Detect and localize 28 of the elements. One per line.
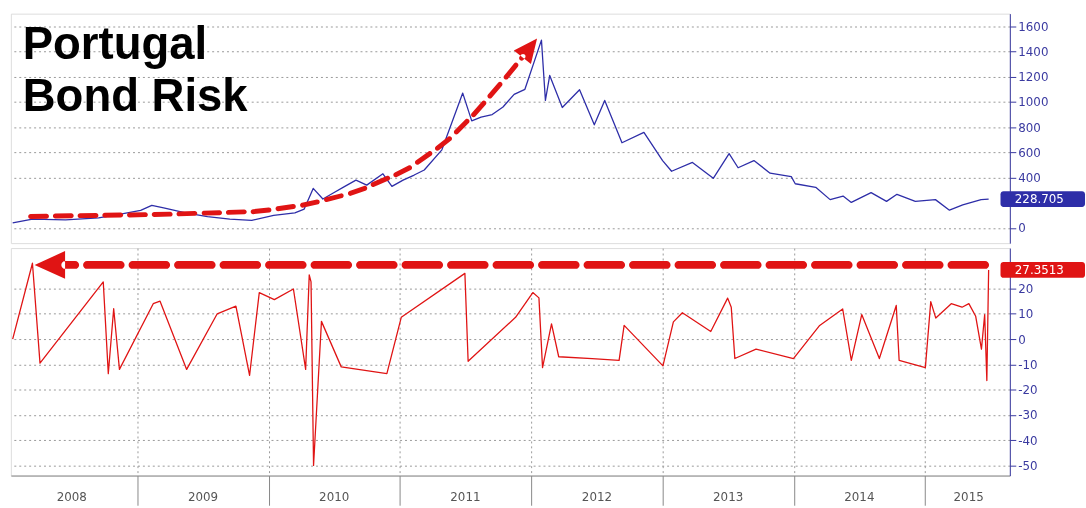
x-tick-label: 2015 [953,489,984,504]
line-series [12,262,990,467]
y-tick-label: 0 [1018,332,1026,347]
y-tick-label: -30 [1018,408,1038,423]
y-tick-label: 400 [1018,171,1041,186]
annotation: 228.705 [1014,192,1064,207]
x-tick-label: 2009 [187,489,219,504]
x-tick-label: 2014 [844,489,875,504]
x-tick-label: 2010 [319,489,350,504]
y-tick-label: 1600 [1018,19,1049,34]
y-tick-label: 600 [1018,145,1041,160]
y-tick-label: -40 [1018,433,1038,448]
y-tick-label: -10 [1018,357,1038,372]
x-tick-label: 2011 [450,489,481,504]
y-tick-label: 1400 [1018,44,1049,59]
y-tick-label: -20 [1018,383,1038,398]
annotation: 27.3513 [1014,262,1064,277]
y-tick-label: 1000 [1018,95,1049,110]
y-tick-label: 0 [1018,221,1026,236]
x-tick-label: 2013 [713,489,744,504]
y-tick-label: 10 [1018,307,1034,322]
x-tick-label: 2008 [56,489,87,504]
y-tick-label: -50 [1018,458,1038,473]
text: Portugal Bond Risk [22,18,249,121]
x-tick-label: 2012 [581,489,613,504]
y-tick-label: 1200 [1018,70,1049,85]
y-tick-label: 800 [1018,120,1041,135]
y-tick-label: 20 [1018,281,1034,296]
